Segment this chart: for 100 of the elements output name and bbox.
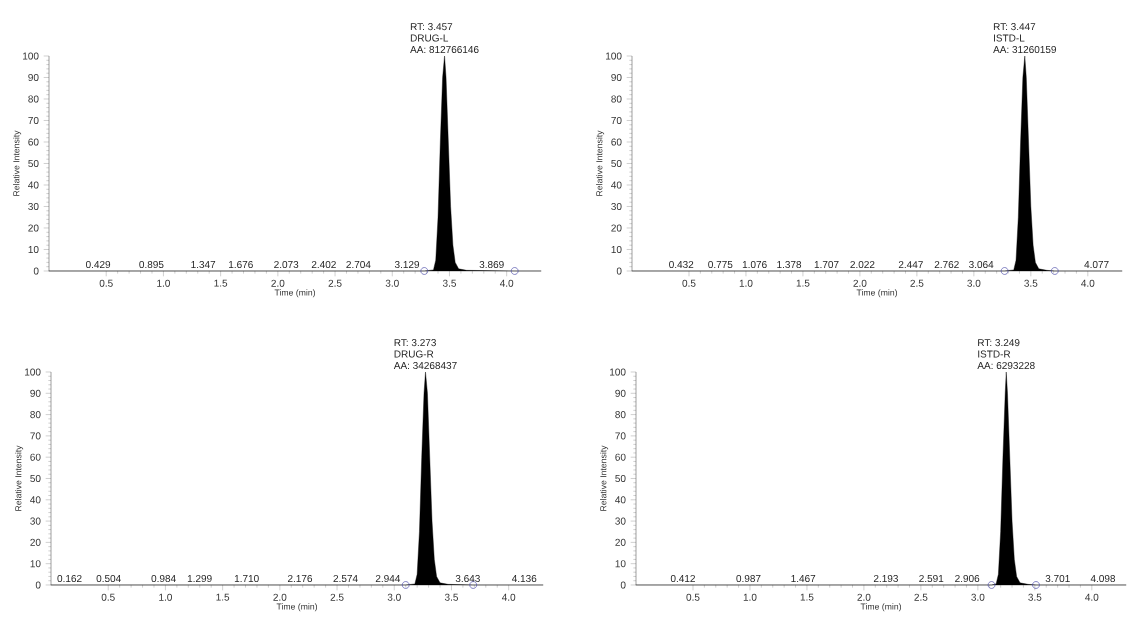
annotation: 2.022 bbox=[850, 260, 875, 269]
y-tick-label: 30 bbox=[611, 202, 622, 211]
x-tick-label: 2.5 bbox=[910, 279, 924, 287]
x-tick-label: 3.5 bbox=[442, 279, 457, 287]
y-tick-label: 20 bbox=[611, 224, 622, 232]
y-axis-title: Relative Intensity bbox=[15, 445, 24, 511]
y-tick-label: 80 bbox=[611, 95, 622, 103]
y-tick-label: 70 bbox=[611, 116, 622, 125]
y-tick-label: 90 bbox=[615, 389, 626, 397]
y-tick-label: 0 bbox=[33, 267, 39, 275]
y-tick-label: 60 bbox=[615, 453, 626, 461]
y-tick-label: 50 bbox=[611, 159, 622, 168]
y-tick-label: 60 bbox=[28, 138, 39, 146]
y-tick-label: 90 bbox=[30, 389, 41, 397]
annotation: 1.676 bbox=[229, 260, 253, 269]
annotation: 0.162 bbox=[57, 574, 82, 583]
x-tick-label: 1.5 bbox=[800, 593, 814, 601]
x-axis-title: Time (min) bbox=[276, 603, 317, 612]
x-tick-label: 2.0 bbox=[853, 279, 867, 287]
annotation: 0.412 bbox=[670, 574, 695, 583]
annotation: 3.064 bbox=[969, 260, 994, 269]
y-tick-label: 80 bbox=[30, 411, 41, 419]
x-tick-label: 2.0 bbox=[273, 593, 287, 601]
y-tick-label: 10 bbox=[615, 560, 626, 568]
y-tick-label: 80 bbox=[615, 411, 626, 419]
x-tick-label: 1.5 bbox=[796, 279, 810, 287]
y-tick-label: 70 bbox=[30, 432, 41, 440]
x-tick-label: 4.0 bbox=[1085, 593, 1099, 601]
annotation: AA: 34268437 bbox=[393, 361, 457, 370]
annotation: 2.447 bbox=[898, 261, 923, 269]
x-tick-label: 1.5 bbox=[216, 593, 230, 601]
annotation: DRUG-R bbox=[394, 350, 434, 358]
annotation: 1.299 bbox=[187, 574, 212, 583]
annotation: 4.136 bbox=[511, 574, 537, 583]
x-tick-label: 0.5 bbox=[686, 593, 700, 601]
y-tick-label: 30 bbox=[28, 202, 39, 211]
y-tick-label: 10 bbox=[611, 245, 622, 254]
annotation: 2.176 bbox=[287, 574, 313, 583]
y-tick-label: 20 bbox=[30, 538, 41, 546]
annotation: ISTD-L bbox=[994, 34, 1025, 42]
annotation: 0.504 bbox=[96, 574, 121, 583]
annotation: AA: 6293228 bbox=[977, 361, 1035, 370]
y-tick-label: 100 bbox=[23, 52, 39, 60]
annotation: 2.944 bbox=[375, 574, 401, 583]
annotation: 1.710 bbox=[234, 574, 259, 583]
x-tick-label: 1.0 bbox=[739, 279, 753, 287]
annotation: 2.574 bbox=[333, 574, 358, 583]
y-tick-label: 50 bbox=[30, 474, 41, 483]
y-axis-title: Relative Intensity bbox=[600, 445, 609, 511]
annotation: RT: 3.457 bbox=[410, 23, 453, 31]
x-tick-label: 0.5 bbox=[99, 279, 113, 287]
annotation: 1.467 bbox=[791, 574, 816, 583]
y-tick-label: 10 bbox=[28, 245, 39, 254]
y-tick-label: 50 bbox=[28, 159, 39, 168]
annotation: RT: 3.273 bbox=[394, 339, 436, 347]
annotation: RT: 3.447 bbox=[993, 23, 1036, 31]
y-tick-label: 80 bbox=[28, 95, 39, 103]
y-tick-label: 40 bbox=[615, 496, 626, 504]
x-tick-label: 3.0 bbox=[387, 593, 401, 601]
annotation: 0.895 bbox=[139, 260, 164, 269]
x-tick-label: 2.0 bbox=[857, 593, 871, 601]
annotation: RT: 3.249 bbox=[978, 339, 1020, 347]
y-tick-label: 90 bbox=[28, 73, 39, 82]
annotation: ISTD-R bbox=[978, 350, 1011, 358]
annotation: 3.129 bbox=[394, 260, 420, 269]
y-tick-label: 60 bbox=[611, 138, 622, 146]
y-tick-label: 50 bbox=[615, 474, 626, 483]
x-tick-label: 2.5 bbox=[914, 593, 928, 601]
x-axis-title: Time (min) bbox=[274, 289, 315, 298]
annotation: 2.591 bbox=[919, 574, 944, 583]
annotation: AA: 31260159 bbox=[993, 45, 1056, 54]
x-tick-label: 4.0 bbox=[499, 279, 514, 287]
y-tick-label: 0 bbox=[616, 267, 622, 275]
y-tick-label: 20 bbox=[615, 538, 626, 546]
annotation: 3.643 bbox=[455, 574, 480, 583]
annotation: 1.076 bbox=[742, 260, 767, 269]
x-axis-title: Time (min) bbox=[860, 603, 901, 612]
y-tick-label: 40 bbox=[611, 181, 622, 189]
annotation: 2.704 bbox=[346, 260, 371, 269]
annotation: DRUG-L bbox=[410, 34, 449, 42]
x-tick-label: 4.0 bbox=[501, 593, 516, 601]
x-tick-label: 0.5 bbox=[682, 279, 696, 287]
y-axis-title: Relative Intensity bbox=[13, 130, 22, 196]
annotation: 2.402 bbox=[311, 260, 336, 269]
x-tick-label: 3.0 bbox=[385, 279, 399, 287]
x-tick-label: 3.5 bbox=[1028, 593, 1042, 601]
annotation: AA: 812766146 bbox=[410, 45, 479, 54]
annotation: 2.906 bbox=[955, 574, 980, 583]
x-tick-label: 0.5 bbox=[101, 593, 115, 601]
y-tick-label: 40 bbox=[30, 496, 41, 504]
annotation: 0.429 bbox=[85, 260, 111, 269]
annotation: 2.193 bbox=[873, 574, 898, 583]
x-tick-label: 3.5 bbox=[1024, 279, 1038, 287]
y-tick-label: 100 bbox=[606, 52, 622, 60]
y-tick-label: 40 bbox=[28, 181, 39, 189]
x-tick-label: 3.0 bbox=[967, 279, 981, 287]
annotation: 1.347 bbox=[191, 260, 216, 269]
x-tick-label: 1.0 bbox=[159, 593, 172, 601]
x-tick-label: 2.5 bbox=[330, 593, 344, 601]
y-tick-label: 90 bbox=[611, 73, 622, 82]
